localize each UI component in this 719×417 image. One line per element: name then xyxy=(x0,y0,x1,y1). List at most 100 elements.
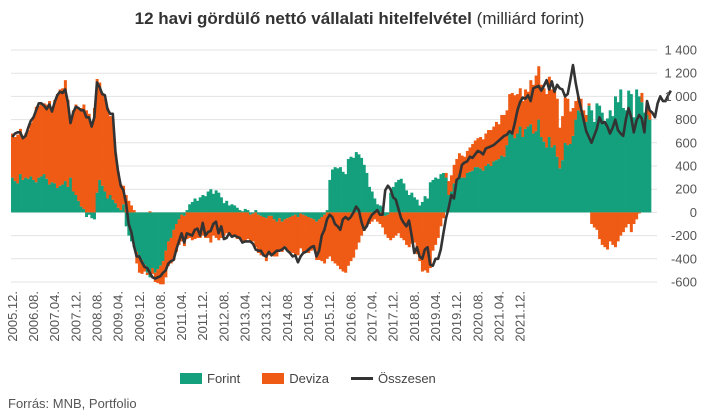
deviza-bar xyxy=(317,219,321,260)
deviza-bar xyxy=(592,212,596,228)
forint-bar xyxy=(471,170,475,213)
deviza-bar xyxy=(613,212,617,248)
forint-bar xyxy=(494,160,498,213)
forint-bar xyxy=(119,210,123,213)
forint-bar xyxy=(217,192,221,213)
deviza-bar xyxy=(431,212,435,251)
deviza-bar xyxy=(85,110,89,213)
deviza-bar xyxy=(600,212,604,245)
deviza-bar xyxy=(648,110,652,120)
deviza-bar xyxy=(457,153,461,175)
forint-bar xyxy=(193,198,197,213)
deviza-bar xyxy=(246,212,250,240)
forint-bar xyxy=(508,133,512,213)
forint-bar xyxy=(278,212,282,219)
deviza-bar xyxy=(196,212,200,238)
forint-bar xyxy=(312,212,316,220)
forint-bar xyxy=(172,212,176,230)
forint-bar xyxy=(286,212,290,219)
forint-bar xyxy=(643,112,647,213)
forint-bar xyxy=(587,105,591,213)
forint-bar xyxy=(156,212,160,270)
forint-bar xyxy=(468,171,472,213)
deviza-bar xyxy=(259,215,263,256)
y-tick-label: 1 400 xyxy=(664,43,697,58)
deviza-bar xyxy=(40,104,44,177)
forint-bar xyxy=(190,201,194,213)
deviza-bar xyxy=(151,268,155,274)
y-tick-label: 1 200 xyxy=(664,66,697,81)
forint-bar xyxy=(145,212,149,273)
forint-bar xyxy=(238,210,242,213)
deviza-bar xyxy=(304,215,308,251)
forint-bar xyxy=(584,121,588,213)
forint-bar xyxy=(431,179,435,213)
deviza-bar xyxy=(21,137,25,180)
deviza-bar xyxy=(405,212,409,245)
forint-bar xyxy=(90,212,94,219)
forint-bar xyxy=(132,212,136,248)
deviza-bar xyxy=(286,218,290,251)
forint-bar xyxy=(309,212,313,219)
forint-bar xyxy=(505,145,509,213)
forint-bar xyxy=(254,210,258,213)
forint-bar xyxy=(336,168,340,213)
forint-bar xyxy=(42,174,46,213)
deviza-bar xyxy=(590,212,594,224)
deviza-bar xyxy=(455,159,459,179)
forint-bar xyxy=(442,172,446,213)
forint-bar xyxy=(201,195,205,213)
forint-bar xyxy=(627,90,631,213)
deviza-bar xyxy=(283,219,287,247)
deviza-bar xyxy=(381,212,385,228)
forint-bar xyxy=(40,176,44,213)
forint-bar xyxy=(196,200,200,213)
forint-bar xyxy=(600,112,604,213)
forint-bar xyxy=(357,154,361,213)
forint-bar xyxy=(288,212,292,218)
forint-bar xyxy=(26,178,30,213)
forint-bar xyxy=(341,171,345,213)
forint-bar xyxy=(349,156,353,213)
deviza-bar xyxy=(468,147,472,172)
deviza-bar xyxy=(92,108,96,213)
forint-bar xyxy=(291,212,295,216)
forint-bar xyxy=(576,110,580,213)
forint-bar xyxy=(373,198,377,213)
forint-bar xyxy=(180,212,184,215)
forint-bar xyxy=(436,178,440,213)
deviza-bar xyxy=(412,212,416,243)
deviza-bar xyxy=(378,212,382,224)
forint-bar xyxy=(592,121,596,213)
deviza-bar xyxy=(624,212,628,228)
forint-bar xyxy=(235,207,239,213)
forint-bar xyxy=(465,172,469,213)
deviza-bar xyxy=(344,212,348,273)
deviza-bar xyxy=(550,89,554,148)
legend-swatch-deviza xyxy=(262,372,285,384)
forint-bar xyxy=(492,161,496,213)
forint-bar xyxy=(241,211,245,213)
deviza-bar xyxy=(584,114,588,122)
forint-bar xyxy=(558,168,562,213)
forint-bar xyxy=(177,212,181,220)
forint-bar xyxy=(66,186,70,213)
total-line-series xyxy=(11,63,672,280)
forint-bar xyxy=(637,96,641,213)
forint-bar xyxy=(457,174,461,213)
deviza-bar xyxy=(111,118,115,200)
forint-bar xyxy=(206,191,210,213)
forint-bar xyxy=(243,208,247,213)
forint-bar xyxy=(516,133,520,213)
y-tick-label: -400 xyxy=(671,251,697,266)
forint-bar xyxy=(61,184,65,213)
deviza-bar xyxy=(130,205,133,213)
deviza-bar xyxy=(119,184,123,211)
forint-bar xyxy=(574,119,578,213)
forint-bar xyxy=(479,168,483,213)
deviza-bar xyxy=(637,212,641,214)
forint-bar xyxy=(63,181,67,213)
deviza-bar xyxy=(333,212,337,264)
deviza-bar xyxy=(241,212,245,242)
deviza-bar xyxy=(127,200,131,213)
